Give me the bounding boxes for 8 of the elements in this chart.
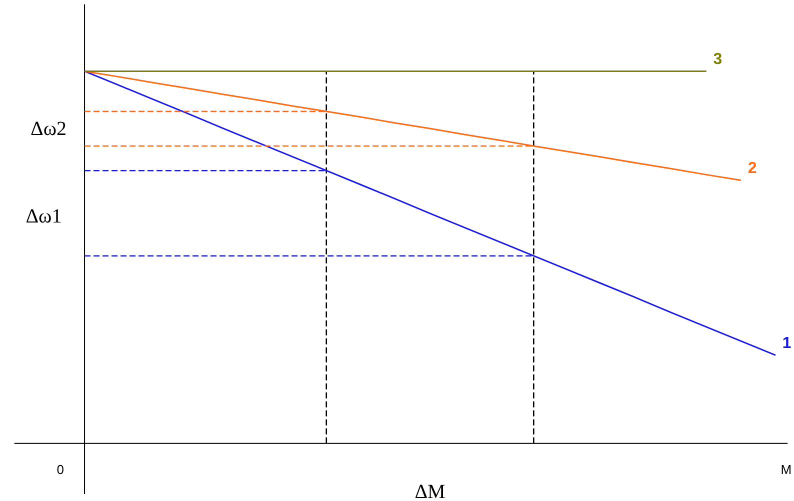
series-label: 2 — [748, 160, 757, 177]
text: ΔM — [414, 480, 446, 501]
series-label: 1 — [782, 334, 792, 352]
series-label: 3 — [713, 50, 722, 68]
text: 0 — [56, 462, 64, 477]
text: Δω1 — [26, 205, 62, 228]
x-axis-title: M — [780, 462, 792, 477]
text: Δω2 — [30, 118, 67, 140]
